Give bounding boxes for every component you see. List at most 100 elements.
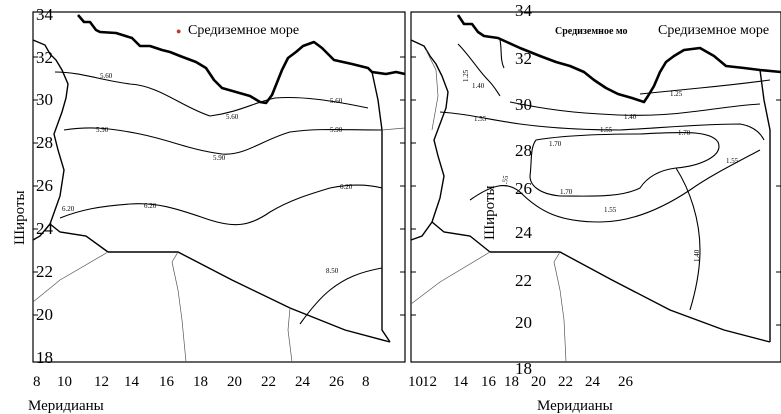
right-algeria-border: [410, 251, 491, 305]
left-y-tick: 28: [36, 133, 53, 152]
left-map-land: [32, 14, 406, 363]
left-contour-label: 5.60: [330, 97, 343, 105]
right-isoline-1-25-east: [639, 79, 771, 95]
left-isolines: [54, 71, 383, 325]
right-y-tick: 20: [515, 313, 532, 332]
right-map-land: [410, 14, 781, 363]
right-west-border: [410, 39, 449, 241]
left-contour-label: 6.20: [62, 205, 75, 213]
right-coastline: [456, 14, 781, 104]
right-y-tick: 30: [515, 95, 532, 114]
right-x-tick: 20: [531, 374, 546, 390]
right-x-tick: 12: [422, 374, 437, 390]
left-x-tick: 8: [33, 374, 41, 390]
left-x-tick: 10: [57, 374, 72, 390]
right-x-tick: 10: [408, 374, 423, 390]
right-contour-label: 1.25: [670, 90, 683, 98]
right-x-tick: 14: [453, 374, 469, 390]
left-y-ticks: 34 32 30 28 26 24 22 20 18: [36, 5, 54, 367]
right-contour-label: 1.55: [726, 157, 739, 165]
left-y-tick: 30: [36, 90, 53, 109]
right-y-title: Широты: [482, 185, 498, 240]
left-contour-label: 5.90: [330, 126, 343, 134]
right-isoline-1-40: [509, 101, 761, 116]
left-coastline: [77, 14, 406, 105]
left-isoline-5-60: [54, 71, 369, 117]
right-isoline-1-25-west: [457, 43, 501, 97]
left-sudan-border: [287, 307, 293, 363]
right-contour-label: 1.55: [500, 174, 510, 188]
left-map: 5.60 5.60 5.60 5.90 5.90 5.90 6.20 6.20 …: [12, 5, 406, 414]
left-y-tick-marks: [33, 56, 405, 316]
right-x-title: Меридианы: [537, 398, 613, 414]
left-x-ticks: 8 10 12 14 16 18 20 22 24 26 8: [33, 374, 370, 390]
right-east-border: [759, 69, 771, 342]
left-algeria-border: [32, 251, 109, 303]
left-sw-border: [49, 223, 109, 253]
left-y-tick: 26: [36, 176, 53, 195]
right-x-tick: 26: [618, 374, 634, 390]
left-x-tick: 18: [193, 374, 208, 390]
right-tunisia-border: [425, 49, 439, 131]
left-isoline-8-50: [299, 267, 383, 325]
left-contour-labels: 5.60 5.60 5.60 5.90 5.90 5.90 6.20 6.20 …: [62, 72, 353, 275]
left-y-tick: 32: [36, 48, 53, 67]
left-west-border: [32, 39, 69, 241]
left-x-tick: 24: [295, 374, 311, 390]
left-contour-label: 6.20: [144, 202, 157, 210]
right-isoline-1-40-south: [675, 167, 701, 311]
left-sea-marker-icon: ●: [176, 26, 181, 36]
left-y-title: Широты: [12, 190, 28, 245]
right-map: 1.25 1.40 1.25 1.40 1.55 1.55 1.70 1.70 …: [408, 1, 781, 414]
right-contour-label: 1.40: [472, 82, 485, 90]
right-y-tick-marks: [411, 56, 781, 326]
right-isoline-1-55-south: [469, 149, 761, 223]
right-x-tick: 18: [504, 374, 519, 390]
right-contour-label: 1.70: [549, 140, 562, 148]
right-y-tick: 32: [515, 49, 532, 68]
right-contour-label: 1.55: [604, 206, 617, 214]
left-x-tick: 12: [94, 374, 109, 390]
right-chad-border: [553, 251, 567, 363]
right-y-tick: 34: [515, 1, 533, 20]
left-x-tick: 8: [362, 374, 370, 390]
right-isoline-1-70-loop: [529, 131, 720, 197]
left-x-title: Меридианы: [28, 398, 104, 414]
left-egypt-border-east: [381, 127, 406, 131]
right-contour-label: 1.55: [474, 115, 487, 123]
left-sea-label: Средиземное море: [188, 23, 299, 38]
left-x-tick: 22: [261, 374, 276, 390]
left-south-border: [108, 251, 391, 343]
right-contour-label: 1.70: [560, 188, 573, 196]
right-isoline-1-25-north: [499, 39, 505, 69]
left-chad-border: [171, 251, 187, 363]
right-sea-label-small: Средиземное мо: [555, 26, 628, 37]
right-y-tick: 22: [515, 271, 532, 290]
left-y-tick: 18: [36, 348, 53, 367]
right-x-ticks: 10 12 14 16 18 20 22 24 26: [408, 374, 634, 390]
right-map-frame: [410, 11, 781, 363]
right-sea-label: Средиземное море: [658, 23, 769, 38]
left-contour-label: 5.90: [213, 154, 226, 162]
left-x-tick: 14: [124, 374, 140, 390]
right-y-tick: 28: [515, 141, 532, 160]
left-contour-label: 5.60: [100, 72, 113, 80]
right-sw-border: [431, 221, 491, 253]
left-y-tick: 20: [36, 305, 53, 324]
right-y-tick: 26: [515, 179, 532, 198]
left-y-tick: 34: [36, 5, 54, 24]
left-contour-label: 6.20: [340, 183, 353, 191]
left-x-tick: 26: [329, 374, 345, 390]
right-isolines: [439, 39, 771, 311]
left-x-tick: 16: [159, 374, 175, 390]
right-x-tick: 16: [481, 374, 497, 390]
right-y-tick: 24: [515, 223, 533, 242]
right-isoline-1-55-north: [439, 111, 765, 141]
left-map-frame: [32, 11, 406, 363]
right-contour-label: 1.40: [693, 249, 701, 262]
right-x-tick: 22: [558, 374, 573, 390]
right-contour-label: 1.25: [462, 69, 470, 82]
left-y-tick: 24: [36, 219, 54, 238]
right-contour-label: 1.40: [624, 113, 637, 121]
